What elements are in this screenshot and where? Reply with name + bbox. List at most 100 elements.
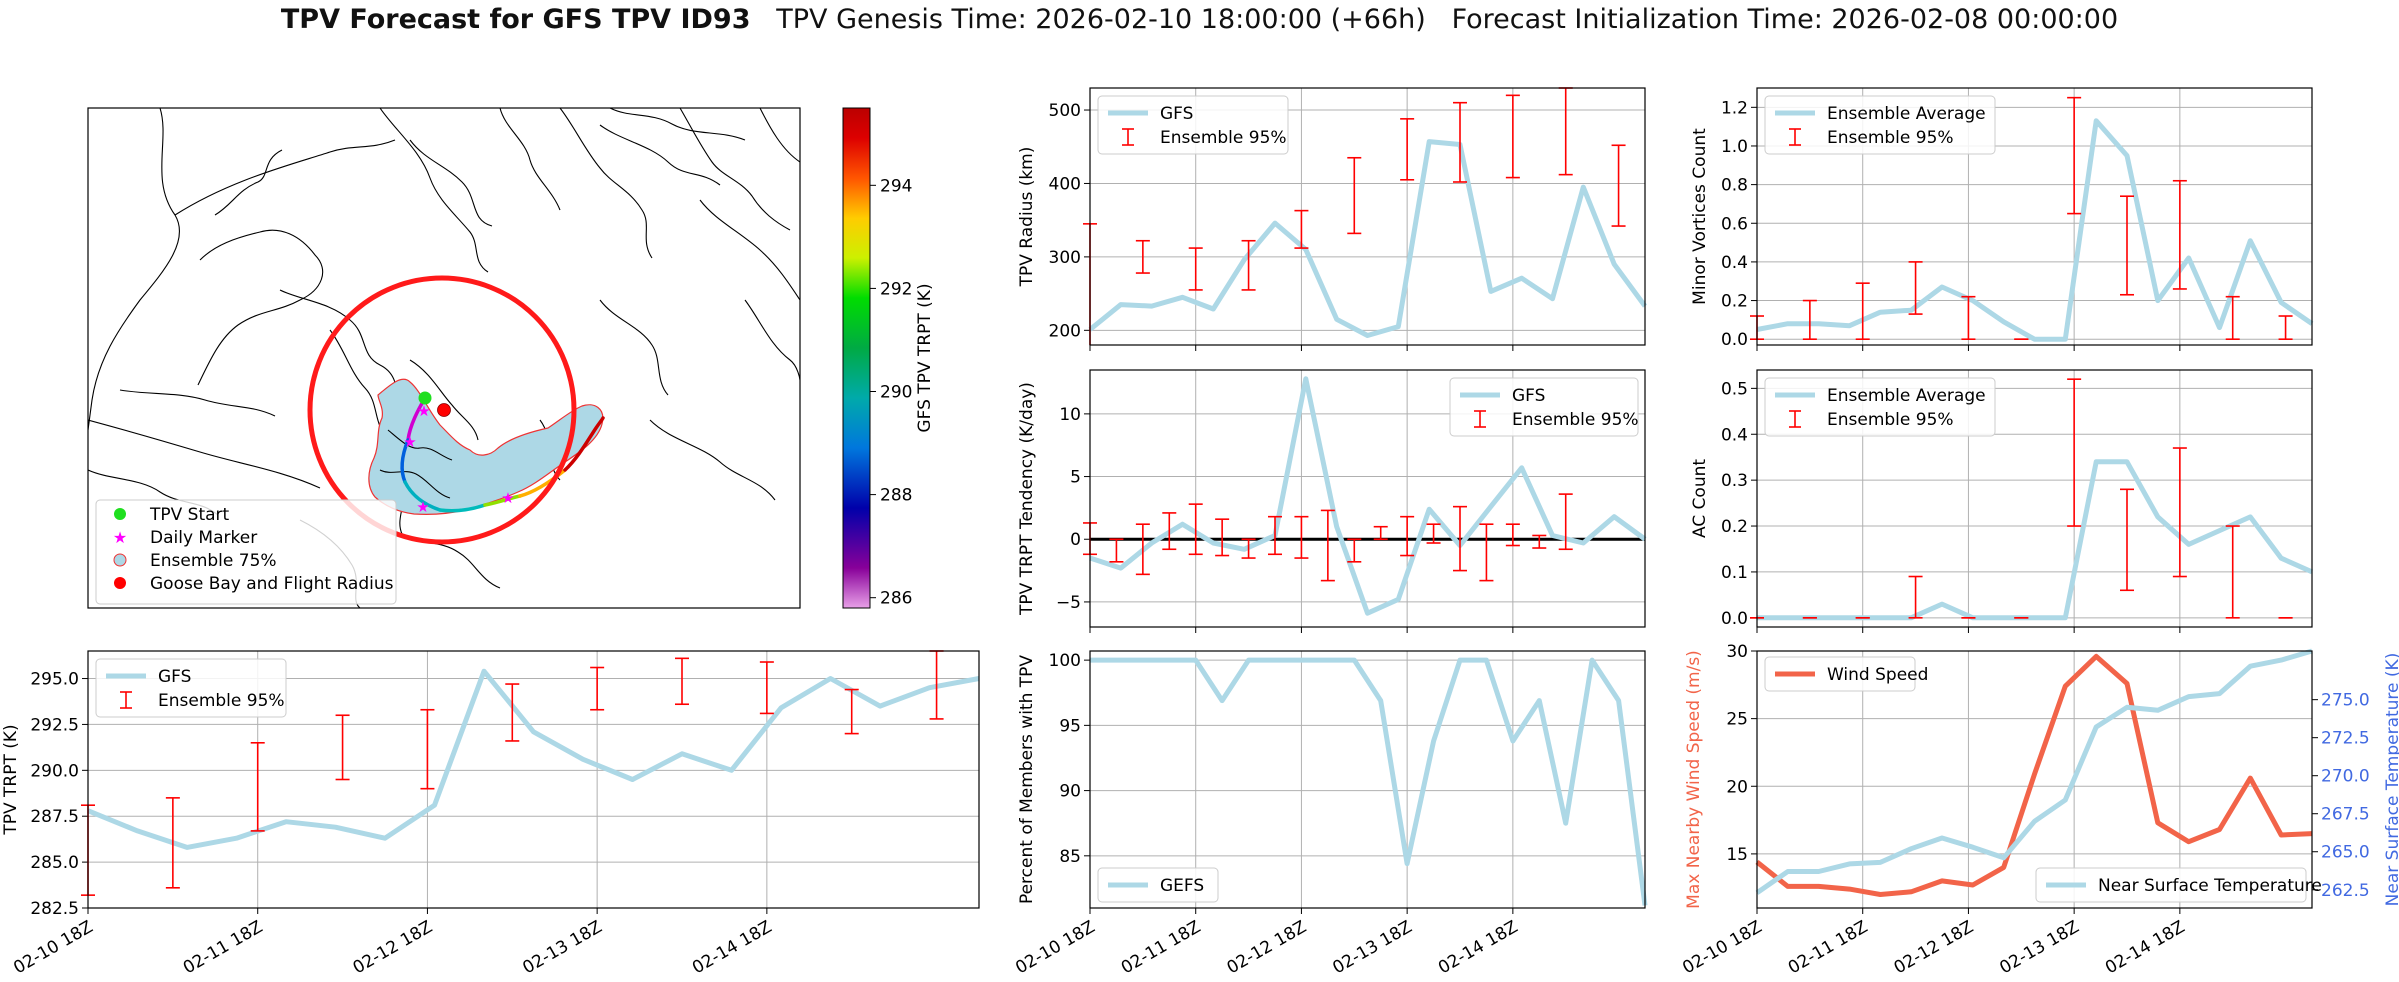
chart-members: 02-10 18Z 02-11 18Z 02-12 18Z 02-13 18Z 02-1… — [1012, 650, 1648, 978]
y-tick-label: 0.8 — [1721, 176, 1748, 196]
error-bar — [420, 708, 435, 790]
error-bar — [1855, 282, 1870, 341]
series-line-wind-speed — [1755, 653, 2313, 897]
error-bar — [1320, 509, 1335, 582]
y2-axis-label: Near Surface Temperature (K) — [2383, 653, 2399, 907]
error-bar — [1908, 261, 1923, 315]
error-bar — [1109, 538, 1124, 563]
y-tick-label: 0.4 — [1721, 253, 1748, 273]
legend-label: Ensemble 95% — [1512, 410, 1639, 430]
colorbar-tick-label: 286 — [880, 589, 912, 609]
chart-wind: 02-10 18Z 02-11 18Z 02-12 18Z 02-13 18Z 02-1… — [1679, 642, 2399, 978]
error-bar — [1505, 523, 1520, 547]
chart-tendency: 10 5 0 −5 TPV TRPT Tendency (K/day) GFS Ensemb… — [1017, 369, 1647, 633]
chart-trpt: 02-10 18Z 02-11 18Z 02-12 18Z 02-13 18Z 02-1… — [1, 650, 980, 978]
plot-frame — [1089, 369, 1646, 628]
x-tick-label: 02-11 18Z — [1118, 917, 1204, 978]
x-tick-label: 02-14 18Z — [2102, 917, 2188, 978]
x-tick-label: 02-14 18Z — [1435, 917, 1521, 978]
error-bar — [250, 741, 265, 832]
legend-label: Ensemble Average — [1827, 104, 1986, 124]
series-line-gfs — [1088, 139, 1648, 338]
plot-area — [1090, 651, 1645, 908]
legend-box — [1764, 656, 1916, 692]
daily-marker-1: ★ — [403, 433, 416, 451]
error-bar — [590, 666, 605, 711]
y-tick-label: 0 — [1070, 530, 1081, 550]
y2-tick-label: 272.5 — [2321, 729, 2370, 749]
x-tick-label: 02-12 18Z — [350, 917, 436, 978]
error-bar — [1162, 512, 1177, 551]
legend-label-tpv-start: TPV Start — [149, 505, 230, 525]
y-tick-label: 15 — [1726, 845, 1748, 865]
plot-frame — [87, 650, 980, 909]
y-axis-label: Minor Vortices Count — [1690, 128, 1710, 305]
colorbar-tick-label: 290 — [880, 383, 912, 403]
error-bar — [1479, 523, 1494, 582]
legend-label: Ensemble 95% — [158, 691, 285, 711]
y-axis-label: Percent of Members with TPV — [1017, 655, 1037, 904]
legend-green-circle-icon — [114, 508, 126, 520]
legend-red-circle-icon — [114, 577, 126, 589]
y-tick-label: 287.5 — [30, 807, 79, 827]
error-bar — [1373, 525, 1388, 541]
legend-lightblue-circle-icon — [113, 553, 127, 567]
error-bar — [1215, 518, 1230, 557]
chart-ac: 0.0 0.1 0.2 0.3 0.4 0.5 AC Count Ensemble Avera… — [1690, 369, 2314, 633]
legend: Ensemble Average Ensemble 95% — [1764, 95, 1996, 155]
legend-label: Ensemble Average — [1827, 386, 1986, 406]
title-init: Forecast Initialization Time: 2026-02-08… — [1451, 4, 2119, 35]
error-bar — [1532, 534, 1547, 549]
daily-marker-2: ★ — [416, 498, 429, 516]
legend-label: Ensemble 95% — [1827, 410, 1954, 430]
error-bar — [1241, 538, 1256, 559]
y-tick-label: 0.3 — [1721, 471, 1748, 491]
error-bar — [1268, 515, 1282, 556]
y-tick-label: 0.2 — [1721, 517, 1748, 537]
y2-tick-label: 275.0 — [2321, 691, 2370, 711]
legend: GFS Ensemble 95% — [95, 658, 287, 718]
y-tick-label: 25 — [1726, 710, 1748, 730]
x-tick-label: 02-10 18Z — [1012, 917, 1098, 978]
y-tick-label: 0.2 — [1721, 292, 1748, 312]
y-tick-label: 400 — [1049, 174, 1081, 194]
legend-label-daily-marker: Daily Marker — [150, 528, 257, 548]
y-tick-label: 500 — [1049, 101, 1081, 121]
y-tick-label: 282.5 — [30, 899, 79, 919]
legend-box — [1764, 377, 1996, 437]
plot-frame — [1756, 650, 2313, 909]
y-tick-label: 292.5 — [30, 715, 79, 735]
y-tick-label: 300 — [1049, 248, 1081, 268]
y-tick-label: 1.2 — [1721, 98, 1748, 118]
y-axis-label: TPV TRPT (K) — [1, 724, 21, 835]
tpv-track — [400, 396, 605, 513]
error-bar — [1558, 493, 1573, 551]
error-bar — [675, 657, 689, 706]
legend-label-goose-bay: Goose Bay and Flight Radius — [150, 574, 394, 594]
plot-frame — [1756, 87, 2313, 346]
legend: Near Surface Temperature — [2035, 867, 2322, 903]
error-bar — [1908, 575, 1923, 619]
error-bar — [844, 688, 859, 735]
plot-frame — [1756, 369, 2313, 628]
y2-tick-label: 265.0 — [2321, 843, 2370, 863]
y-tick-label: 10 — [1059, 405, 1081, 425]
chart-radius: 200 300 400 500 TPV Radius (km) GFS Ensemble 9… — [1017, 87, 1648, 351]
legend: GFS Ensemble 95% — [1449, 377, 1639, 437]
colorbar-label: GFS TPV TRPT (K) — [915, 283, 935, 432]
error-bar — [2278, 315, 2293, 341]
map-legend-box — [95, 499, 397, 605]
x-tick-label: 02-10 18Z — [1679, 917, 1765, 978]
y2-tick-label: 262.5 — [2321, 881, 2370, 901]
error-bar — [2225, 525, 2240, 619]
x-tick-label: 02-13 18Z — [1329, 917, 1415, 978]
y-tick-label: 100 — [1049, 651, 1081, 671]
y-tick-label: 200 — [1049, 321, 1081, 341]
error-bar — [1188, 503, 1203, 556]
legend: Wind Speed — [1764, 656, 1928, 692]
y-tick-label: −5 — [1056, 593, 1081, 613]
error-bar — [1347, 156, 1362, 235]
x-tick-label: 02-12 18Z — [1224, 917, 1310, 978]
chart-minor: 0.0 0.2 0.4 0.6 0.8 1.0 1.2 Minor Vortices Coun… — [1690, 87, 2314, 351]
series-line-gfs — [1089, 376, 1647, 616]
